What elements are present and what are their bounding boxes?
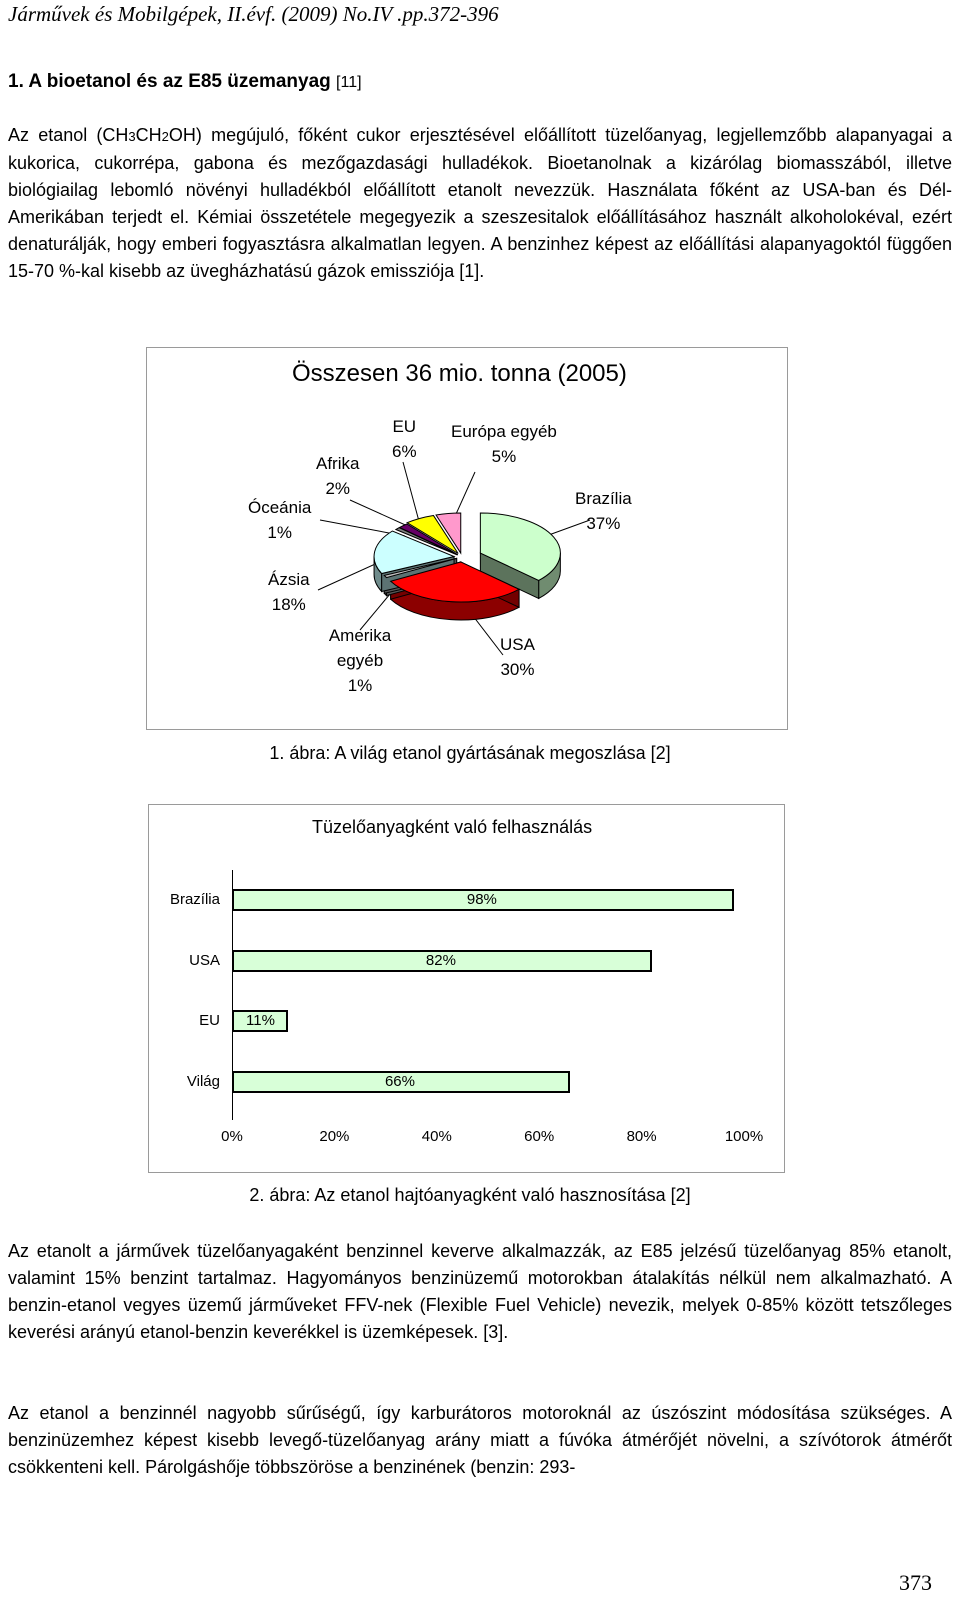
pie-leader-line-5 (349, 499, 413, 529)
bar-category-label: Brazília (169, 891, 220, 908)
pie-chart-title: Összesen 36 mio. tonna (2005) (292, 360, 627, 387)
pie-label-afrika: Afrika 2% (316, 454, 360, 498)
bar-axis-line (232, 870, 233, 1120)
paragraph-e85: Az etanolt a járművek tüzelőanyagaként b… (8, 1241, 952, 1342)
bar-3 (232, 1070, 570, 1093)
bar-category-label: Világ (186, 1072, 220, 1090)
bar-value-label: 98% (466, 891, 497, 908)
pie-label-oceania: Óceánia 1% (248, 498, 312, 542)
pie-label-usa: USA 30% (500, 635, 535, 679)
bar-0 (232, 889, 734, 911)
bar-value-label: 11% (246, 1012, 275, 1029)
figure1-caption: 1. ábra: A világ etanol gyártásának mego… (269, 743, 671, 763)
bar-x-tick-label: 100% (724, 1128, 764, 1145)
pie-leader-line-6 (402, 461, 421, 526)
running-header: Járművek és Mobilgépek, II.évf. (2009) N… (8, 2, 499, 26)
bar-x-tick-label: 60% (524, 1128, 555, 1145)
bar-chart-title: Tüzelőanyagként való felhasználás (312, 817, 593, 837)
section-title: 1. A bioetanol és az E85 üzemanyag (8, 71, 331, 92)
pie-slice-2 (383, 557, 457, 579)
bar-value-label: 66% (384, 1072, 415, 1090)
bar-1 (232, 949, 652, 972)
bar-category-label: USA (189, 951, 220, 969)
pie-label-amerika-egyeb: Amerika egyéb 1% (328, 626, 392, 695)
pie-label-eu: EU 6% (392, 417, 417, 461)
bar-x-tick-label: 0% (221, 1128, 243, 1145)
pie-slice-1 (389, 561, 521, 603)
bar-x-tick-label: 80% (626, 1128, 657, 1145)
pie-label-azsia: Ázsia 18% (268, 570, 310, 614)
figure1-frame (146, 347, 788, 730)
pie-slice-0 (479, 512, 561, 581)
bar-category-label: EU (199, 1012, 220, 1029)
bar-x-tick-label: 40% (421, 1128, 452, 1145)
page-number: 373 (899, 1570, 932, 1595)
figure2-caption: 2. ábra: Az etanol hajtóanyagként való h… (249, 1185, 691, 1205)
pie-label-europa-egyeb: Európa egyéb 5% (451, 422, 557, 466)
pie-label-brazilia: Brazília 37% (575, 489, 632, 533)
bar-value-label: 82% (425, 951, 456, 969)
section-ref: [11] (336, 74, 362, 91)
figure2-frame (148, 804, 785, 1173)
bar-2 (232, 1010, 289, 1032)
bar-x-tick-label: 20% (319, 1128, 350, 1145)
intro-paragraph: Az etanol (CH3CH2OH) megújuló, főként cu… (8, 125, 952, 281)
pie-slice-5 (398, 523, 459, 556)
pie-slice-7 (435, 512, 462, 555)
pie-slice-3 (373, 530, 456, 575)
pie-slice-6 (406, 514, 459, 554)
section-heading: 1. A bioetanol és az E85 üzemanyag [11] (8, 71, 362, 93)
paragraph-karburator: Az etanol a benzinnél nagyobb sűrűségű, … (8, 1403, 952, 1477)
